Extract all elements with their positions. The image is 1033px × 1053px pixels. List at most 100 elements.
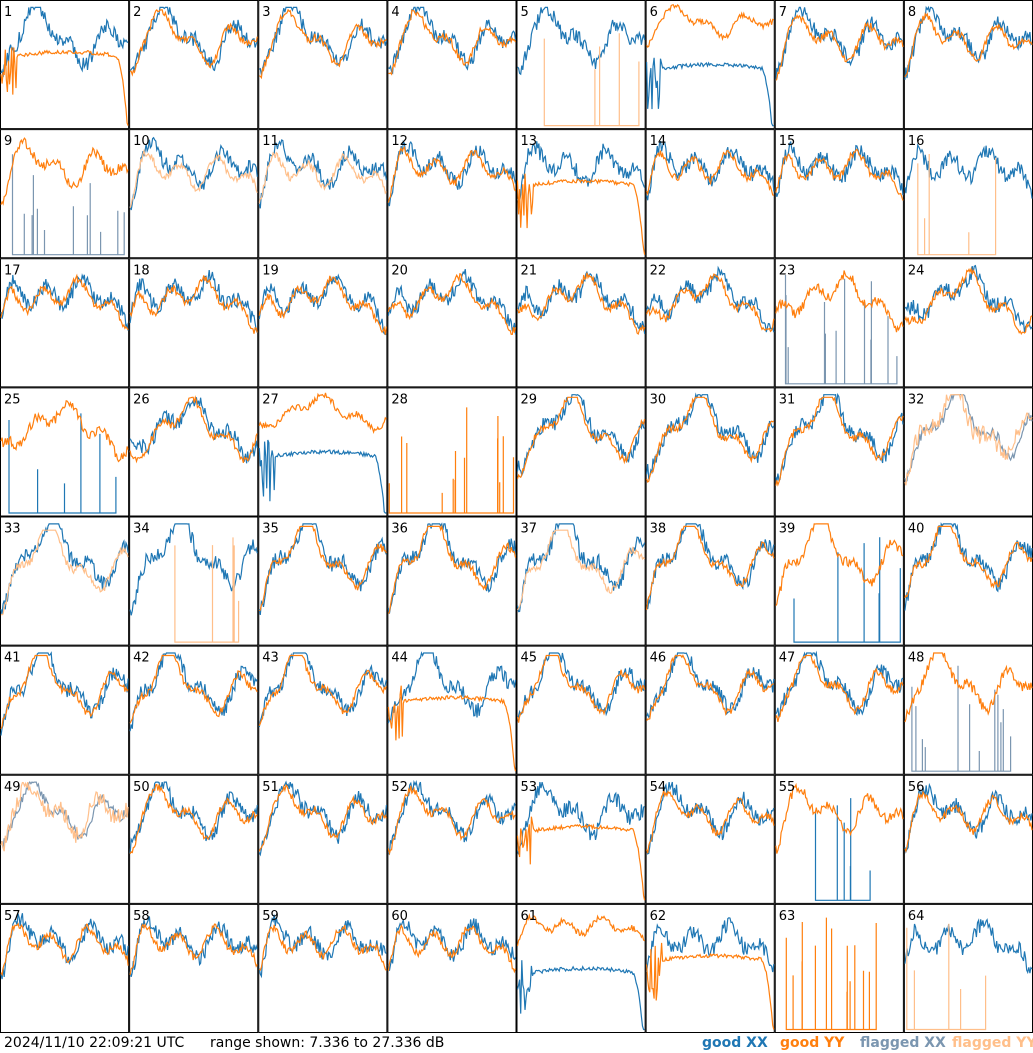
panel-frame — [387, 516, 517, 646]
series-good-xx — [646, 265, 775, 333]
panel-46: 46 — [645, 645, 775, 775]
panel-label: 62 — [650, 909, 667, 924]
series-good-xx — [129, 523, 258, 616]
panel-13: 13 — [516, 129, 646, 259]
panel-label: 60 — [391, 909, 408, 924]
series-good-xx — [129, 652, 258, 732]
series-good-xx — [8, 413, 117, 514]
panel-label: 32 — [908, 392, 925, 407]
panel-label: 3 — [262, 5, 270, 20]
series-flagged-yy — [516, 529, 646, 611]
panel-21: 21 — [516, 258, 646, 388]
series-good-yy — [646, 149, 775, 196]
panel-58: 58 — [129, 903, 259, 1033]
panel-frame — [516, 258, 646, 388]
series-good-yy — [387, 146, 517, 203]
series-good-xx — [646, 140, 775, 201]
panel-frame — [516, 774, 646, 904]
panel-6: 6 — [645, 0, 775, 130]
panel-28: 28 — [387, 387, 517, 517]
series-flagged-yy — [543, 33, 640, 127]
series-good-xx — [387, 651, 517, 724]
panel-36: 36 — [387, 516, 517, 646]
panel-3: 3 — [258, 0, 388, 130]
series-good-xx — [516, 394, 645, 477]
panel-55: 55 — [774, 774, 904, 904]
panel-51: 51 — [258, 774, 388, 904]
panel-57: 57 — [0, 903, 130, 1033]
panel-24: 24 — [903, 258, 1033, 388]
series-good-yy — [387, 685, 517, 772]
panel-label: 30 — [650, 392, 667, 407]
series-good-yy — [0, 654, 129, 730]
series-good-yy — [646, 273, 775, 333]
series-good-xx — [387, 918, 517, 971]
panel-label: 58 — [133, 909, 150, 924]
panel-label: 57 — [4, 909, 21, 924]
panel-52: 52 — [387, 774, 517, 904]
series-flagged-yy — [174, 537, 240, 643]
panel-10: 10 — [129, 129, 259, 259]
range-label: range shown: 7.336 to 27.336 dB — [210, 1035, 445, 1051]
panel-35: 35 — [258, 516, 388, 646]
panel-label: 28 — [391, 392, 408, 407]
panel-frame — [774, 516, 904, 646]
panel-label: 2 — [133, 5, 141, 20]
panel-60: 60 — [387, 903, 517, 1033]
series-good-yy — [129, 922, 258, 976]
series-good-xx — [0, 651, 129, 736]
series-good-xx — [258, 439, 387, 514]
series-good-xx — [516, 781, 645, 855]
series-good-xx — [129, 781, 258, 854]
panel-54: 54 — [645, 774, 775, 904]
series-good-yy — [785, 917, 877, 1031]
panel-label: 63 — [779, 909, 796, 924]
series-good-yy — [775, 148, 904, 201]
panel-label: 24 — [908, 263, 925, 278]
series-good-yy — [904, 790, 1033, 854]
series-good-xx — [646, 57, 774, 127]
panel-17: 17 — [0, 258, 130, 388]
series-good-yy — [0, 273, 129, 331]
panel-37: 37 — [516, 516, 646, 646]
series-good-xx — [387, 269, 517, 335]
panel-15: 15 — [774, 129, 904, 259]
series-good-yy — [646, 3, 775, 49]
panel-frame — [129, 387, 259, 517]
series-good-yy — [516, 272, 646, 336]
series-good-yy — [259, 8, 387, 80]
panel-frame — [774, 903, 904, 1033]
series-good-xx — [775, 6, 904, 81]
panel-19: 19 — [258, 258, 388, 388]
panel-1: 1 — [0, 0, 130, 130]
panel-22: 22 — [645, 258, 775, 388]
panel-frame — [387, 0, 517, 130]
panel-frame — [903, 0, 1033, 130]
series-good-xx — [516, 141, 646, 206]
panel-frame — [516, 129, 646, 259]
panel-63: 63 — [774, 903, 904, 1033]
panel-label: 44 — [391, 651, 408, 666]
series-good-yy — [388, 9, 517, 76]
series-good-xx — [258, 139, 387, 209]
series-good-yy — [516, 173, 646, 255]
panel-frame — [0, 774, 130, 904]
series-flagged-yy — [906, 923, 987, 1031]
panel-label: 16 — [908, 134, 925, 149]
series-good-xx — [129, 136, 258, 211]
panel-label: 45 — [521, 651, 538, 666]
panel-frame — [774, 0, 904, 130]
panel-label: 42 — [133, 651, 150, 666]
panel-frame — [129, 774, 259, 904]
panel-label: 29 — [521, 392, 538, 407]
panel-label: 4 — [391, 5, 399, 20]
series-good-xx — [904, 5, 1033, 80]
series-flagged-yy — [258, 151, 387, 203]
series-good-yy — [0, 47, 129, 126]
panel-9: 9 — [0, 129, 130, 259]
series-good-yy — [129, 783, 258, 855]
series-good-yy — [775, 270, 904, 333]
series-good-yy — [516, 654, 646, 723]
panel-47: 47 — [774, 645, 904, 775]
